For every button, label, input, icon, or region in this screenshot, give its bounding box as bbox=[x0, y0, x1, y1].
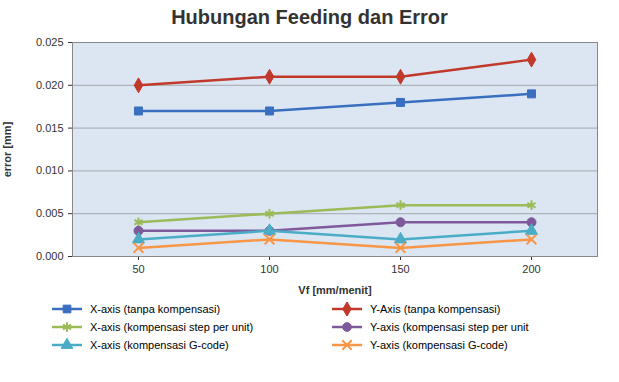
svg-text:error [mm]: error [mm] bbox=[1, 121, 13, 177]
svg-text:0.025: 0.025 bbox=[36, 36, 64, 48]
html-text:Y-axis (kompensasi step per un: Y-axis (kompensasi step per unit bbox=[370, 321, 529, 333]
html-text:X-axis (tanpa kompensasi): X-axis (tanpa kompensasi) bbox=[90, 303, 221, 315]
svg-text:200: 200 bbox=[522, 263, 540, 275]
svg-text:Vf [mm/menit]: Vf [mm/menit] bbox=[298, 284, 372, 296]
svg-text:0.015: 0.015 bbox=[36, 122, 64, 134]
svg-text:0.020: 0.020 bbox=[36, 79, 64, 91]
html-text:Y-Axis (tanpa kompensasi): Y-Axis (tanpa kompensasi) bbox=[370, 303, 501, 315]
svg-text:0.000: 0.000 bbox=[36, 250, 64, 262]
svg-text:100: 100 bbox=[260, 263, 278, 275]
html-text:Hubungan Feeding dan Error: Hubungan Feeding dan Error bbox=[171, 6, 448, 28]
svg-text:0.005: 0.005 bbox=[36, 207, 64, 219]
html-text:X-axis (kompensasi G-code): X-axis (kompensasi G-code) bbox=[90, 339, 229, 351]
html-text:Y-axis (kompensasi G-code): Y-axis (kompensasi G-code) bbox=[370, 339, 508, 351]
svg-text:150: 150 bbox=[391, 263, 409, 275]
html-text:X-axis (kompensasi step per un: X-axis (kompensasi step per unit) bbox=[90, 321, 254, 333]
svg-text:50: 50 bbox=[132, 263, 144, 275]
svg-text:0.010: 0.010 bbox=[36, 164, 64, 176]
